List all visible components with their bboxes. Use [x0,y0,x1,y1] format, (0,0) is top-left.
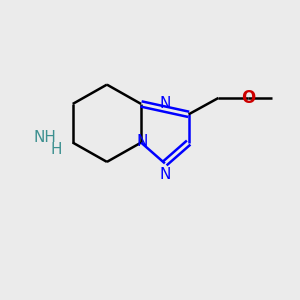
Text: H: H [50,142,62,157]
Text: N: N [159,167,170,182]
Text: NH: NH [34,130,56,145]
Text: N: N [137,134,148,148]
Text: O: O [241,89,255,107]
Text: N: N [159,95,170,110]
